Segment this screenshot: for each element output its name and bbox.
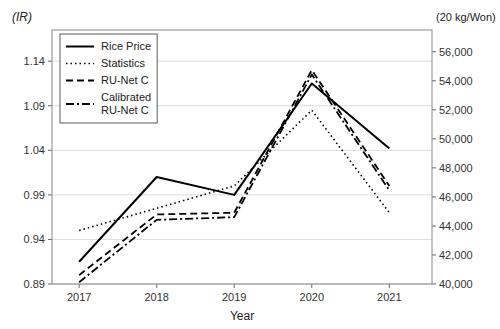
legend-item: Statistics [66,57,146,69]
legend-label-line: RU-Net C [101,74,149,86]
y-tick [48,105,52,106]
y-tick-label: 1.09 [24,100,45,112]
grid-line [52,150,432,151]
x-axis-label: Year [230,309,254,323]
y-tick-label: 0.99 [24,189,45,201]
x-tick-label: 2019 [222,291,246,303]
y2-tick [432,138,436,139]
grid-line [52,194,432,195]
y2-tick-label: 44,000 [439,220,473,232]
x-tick [79,284,80,288]
y2-tick [432,254,436,255]
x-tick-label: 2018 [144,291,168,303]
y2-tick-label: 40,000 [439,278,473,290]
y2-tick [432,167,436,168]
series-line [79,75,389,283]
legend-label: CalibratedRU-Net C [101,91,151,116]
y2-tick [432,80,436,81]
y-tick [48,61,52,62]
y2-tick [432,225,436,226]
y-tick [48,284,52,285]
legend-frame [60,34,157,123]
x-tick-label: 2017 [67,291,91,303]
legend-item: Rice Price [66,40,151,52]
grid [52,61,432,284]
y2-tick [432,196,436,197]
x-tick-label: 2020 [300,291,324,303]
legend-label: Rice Price [101,40,151,52]
y-tick-label: 0.94 [24,233,45,245]
y2-tick-label: 54,000 [439,75,473,87]
y2-tick [432,109,436,110]
y-axis-label: (IR) [12,10,32,24]
y2-tick-label: 56,000 [439,46,473,58]
x-tick [389,284,390,288]
legend-label-line: Rice Price [101,40,151,52]
legend-label: Statistics [101,57,146,69]
y2-tick-label: 48,000 [439,162,473,174]
x-tick-label: 2021 [377,291,401,303]
legend-handle [66,103,94,105]
y2-tick-label: 50,000 [439,133,473,145]
y2-tick-label: 46,000 [439,191,473,203]
series-line [79,83,389,261]
chart: 0.89 0.94 0.99 1.04 1.09 1.14 40,000 42,000 44,0… [0,0,500,329]
y-tick [48,194,52,195]
x-tick [234,284,235,288]
legend-label-line: Calibrated [101,91,151,103]
y2-tick-label: 42,000 [439,249,473,261]
y2-axis-label: (20 kg/Won) [436,11,496,23]
x-tick [156,284,157,288]
y-tick [48,239,52,240]
legend: Rice PriceStatisticsRU-Net CCalibratedRU… [60,34,157,123]
series-lines [79,70,389,282]
plot-frame [52,30,432,284]
legend-item: CalibratedRU-Net C [66,91,151,116]
y2-tick [432,284,436,285]
legend-label: RU-Net C [101,74,149,86]
legend-label-line: Statistics [101,57,146,69]
legend-handle [66,80,94,82]
x-tick [311,284,312,288]
grid-line [52,239,432,240]
y2-tick-label: 52,000 [439,104,473,116]
y-tick [48,150,52,151]
y-tick-label: 0.89 [24,278,45,290]
legend-handle [66,63,94,65]
legend-handle [66,46,94,48]
legend-label-line: RU-Net C [101,104,149,116]
y2-tick [432,51,436,52]
y-tick-label: 1.14 [24,55,45,67]
legend-item: RU-Net C [66,74,149,86]
y-tick-label: 1.04 [24,144,45,156]
